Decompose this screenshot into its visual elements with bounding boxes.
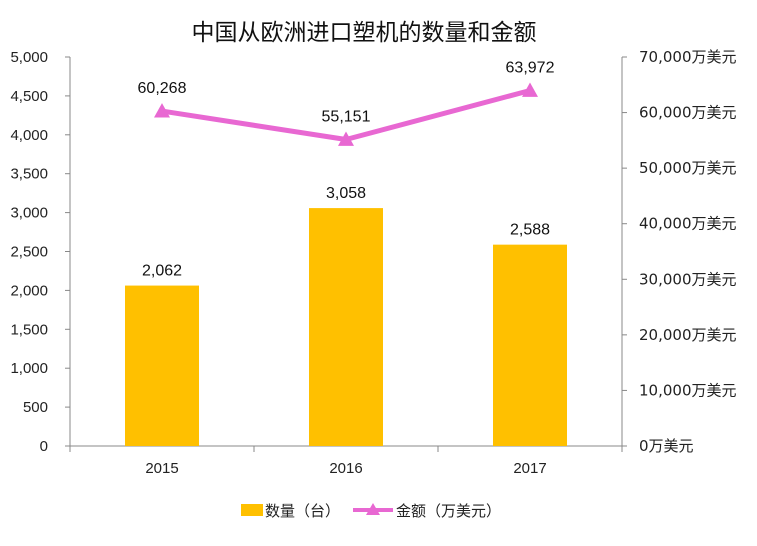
line-value-label: 55,151 [322,109,371,126]
legend: 数量（台） 金额（万美元） [241,502,501,520]
x-tick-label: 2015 [145,460,178,477]
y-left-tick-label: 500 [23,399,48,416]
y-left-tick-label: 0 [40,438,48,455]
y-left-tick-label: 5,000 [10,49,48,66]
y-right-tick-label: 30,000万美元 [639,270,737,288]
x-tick-label: 2017 [513,460,546,477]
legend-swatch-bar [241,504,263,516]
y-left-tick-label: 2,000 [10,282,48,299]
line-point [522,82,538,97]
legend-label-bar: 数量（台） [265,502,340,520]
legend-swatch-marker [366,503,380,515]
y-right-tick-label: 50,000万美元 [639,159,737,177]
y-right-tick-label: 0万美元 [639,437,694,455]
line-value-label: 60,268 [138,80,187,97]
y-left-tick-label: 1,000 [10,360,48,377]
line-series [154,82,538,146]
x-tick-label: 2016 [329,460,362,477]
line-point [338,131,354,146]
data-labels: 2,062 3,058 2,588 60,268 55,151 63,972 [138,59,555,279]
y-left-tick-label: 4,500 [10,88,48,105]
axes: 0 500 1,000 1,500 2,000 2,500 3,000 3,500 4,000 4… [10,48,736,477]
y-right-tick-label: 40,000万美元 [639,215,737,233]
y-right-tick-label: 10,000万美元 [639,381,737,399]
y-right-tick-label: 70,000万美元 [639,48,737,66]
line-point [154,103,170,118]
y-left-tick-label: 2,500 [10,244,48,261]
y-left-tick-label: 4,000 [10,127,48,144]
line-value-label: 63,972 [506,59,555,76]
y-right-tick-label: 60,000万美元 [639,104,737,122]
bar [309,208,383,446]
bar [493,244,567,446]
legend-label-line: 金额（万美元） [396,502,501,520]
bar [125,285,199,446]
y-left-tick-label: 3,500 [10,166,48,183]
bar-value-label: 2,062 [142,263,182,280]
chart-title: 中国从欧洲进口塑机的数量和金额 [192,20,537,46]
y-left-tick-label: 3,000 [10,205,48,222]
bar-series [125,208,567,446]
y-left-tick-label: 1,500 [10,321,48,338]
y-right-tick-label: 20,000万美元 [639,326,737,344]
bar-value-label: 2,588 [510,222,550,239]
bar-value-label: 3,058 [326,185,366,202]
